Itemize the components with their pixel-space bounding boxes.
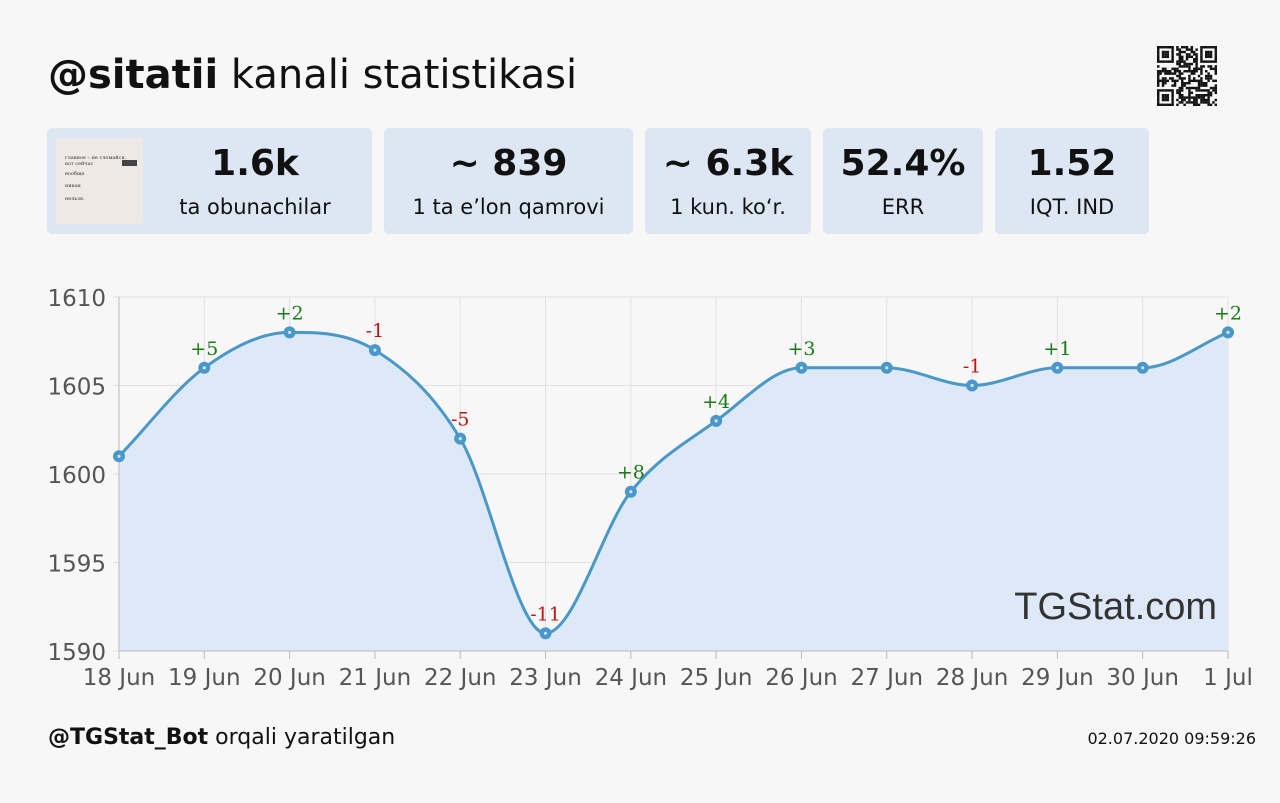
data-point-center <box>458 437 462 441</box>
data-label: -1 <box>963 356 982 378</box>
channel-avatar: главное – не сломайся. вот сейчас вообще… <box>56 138 143 224</box>
data-point-center <box>1055 366 1059 370</box>
x-tick-label: 29 Jun <box>1021 665 1094 691</box>
area-fill <box>119 332 1228 651</box>
x-tick-label: 27 Jun <box>851 665 924 691</box>
bot-handle: @TGStat_Bot <box>48 725 209 750</box>
subscribers-label: ta obunachilar <box>179 195 331 219</box>
subscribers-chart: 1590 1595 1600 1605 1610 18 Jun 19 Jun 20 Jun 21… <box>47 286 1253 691</box>
data-label: -1 <box>366 320 385 342</box>
y-tick-label: 1595 <box>47 552 106 578</box>
thumb-line-5: нельзя. <box>65 196 85 202</box>
channel-handle: @sitatii <box>48 52 219 98</box>
data-label: +5 <box>190 338 218 360</box>
data-point-center <box>1141 366 1145 370</box>
daily-views-card: ~ 6.3k 1 kun. ko‘r. <box>645 128 811 234</box>
citation-index-label: IQT. IND <box>1029 195 1115 219</box>
data-point-center <box>117 454 121 458</box>
subscribers-card: главное – не сломайся. вот сейчас вообще… <box>47 128 372 234</box>
reach-label: 1 ta e’lon qamrovi <box>412 195 605 219</box>
footer-suffix: orqali yaratilgan <box>208 725 396 750</box>
x-tick-label: 28 Jun <box>936 665 1009 691</box>
x-tick-label: 26 Jun <box>765 665 838 691</box>
x-tick-label: 25 Jun <box>680 665 753 691</box>
data-point-center <box>714 419 718 423</box>
x-tick-label: 21 Jun <box>339 665 412 691</box>
data-point-center <box>629 490 633 494</box>
page-title: @sitatii kanali statistikasi <box>48 50 577 100</box>
data-point-center <box>885 366 889 370</box>
data-label: +2 <box>276 302 304 324</box>
err-value: 52.4% <box>840 143 966 184</box>
data-label: -5 <box>451 409 470 431</box>
daily-views-value: ~ 6.3k <box>662 143 794 184</box>
data-label: -11 <box>530 603 561 625</box>
reach-card: ~ 839 1 ta e’lon qamrovi <box>384 128 633 234</box>
data-label: +2 <box>1214 302 1242 324</box>
title-text: kanali statistikasi <box>218 52 578 98</box>
watermark-text: TGStat.com <box>1014 586 1217 628</box>
subscribers-value: 1.6k <box>211 143 299 184</box>
thumb-line-2: вот сейчас <box>65 161 94 167</box>
x-tick-label: 20 Jun <box>253 665 326 691</box>
qr-code-icon <box>1157 46 1218 107</box>
data-point-center <box>970 383 974 388</box>
data-label: +1 <box>1043 338 1071 360</box>
data-point-center <box>202 366 206 370</box>
x-tick-label: 1 Jul <box>1203 665 1253 691</box>
footer-credit: @TGStat_Bot orqali yaratilgan <box>48 724 395 752</box>
generated-timestamp: 02.07.2020 09:59:26 <box>1087 729 1256 748</box>
y-tick-label: 1590 <box>47 640 106 666</box>
reach-value: ~ 839 <box>449 143 568 184</box>
data-point-center <box>799 366 804 370</box>
x-tick-label: 19 Jun <box>168 665 241 691</box>
y-tick-label: 1610 <box>47 286 106 312</box>
data-point-center <box>1226 330 1230 334</box>
data-point-center <box>543 631 548 635</box>
daily-views-label: 1 kun. ko‘r. <box>670 195 786 219</box>
thumb-line-4: никак <box>65 183 82 189</box>
citation-index-card: 1.52 IQT. IND <box>995 128 1149 234</box>
data-point-center <box>288 330 292 334</box>
data-label: +3 <box>787 338 815 360</box>
x-tick-label: 18 Jun <box>83 665 156 691</box>
x-tick-label: 30 Jun <box>1106 665 1179 691</box>
thumb-line-3: вообще <box>65 170 84 177</box>
data-label: +8 <box>617 462 645 484</box>
x-tick-label: 24 Jun <box>595 665 668 691</box>
citation-index-value: 1.52 <box>1027 143 1117 184</box>
y-tick-label: 1605 <box>47 375 106 401</box>
err-card: 52.4% ERR <box>823 128 983 234</box>
err-label: ERR <box>881 195 925 219</box>
y-tick-label: 1600 <box>47 463 106 489</box>
thumb-line-1: главное – не сломайся. <box>65 155 127 161</box>
data-point-center <box>373 348 377 352</box>
data-label: +4 <box>702 391 730 413</box>
x-tick-label: 22 Jun <box>424 665 497 691</box>
x-tick-label: 23 Jun <box>509 665 582 691</box>
